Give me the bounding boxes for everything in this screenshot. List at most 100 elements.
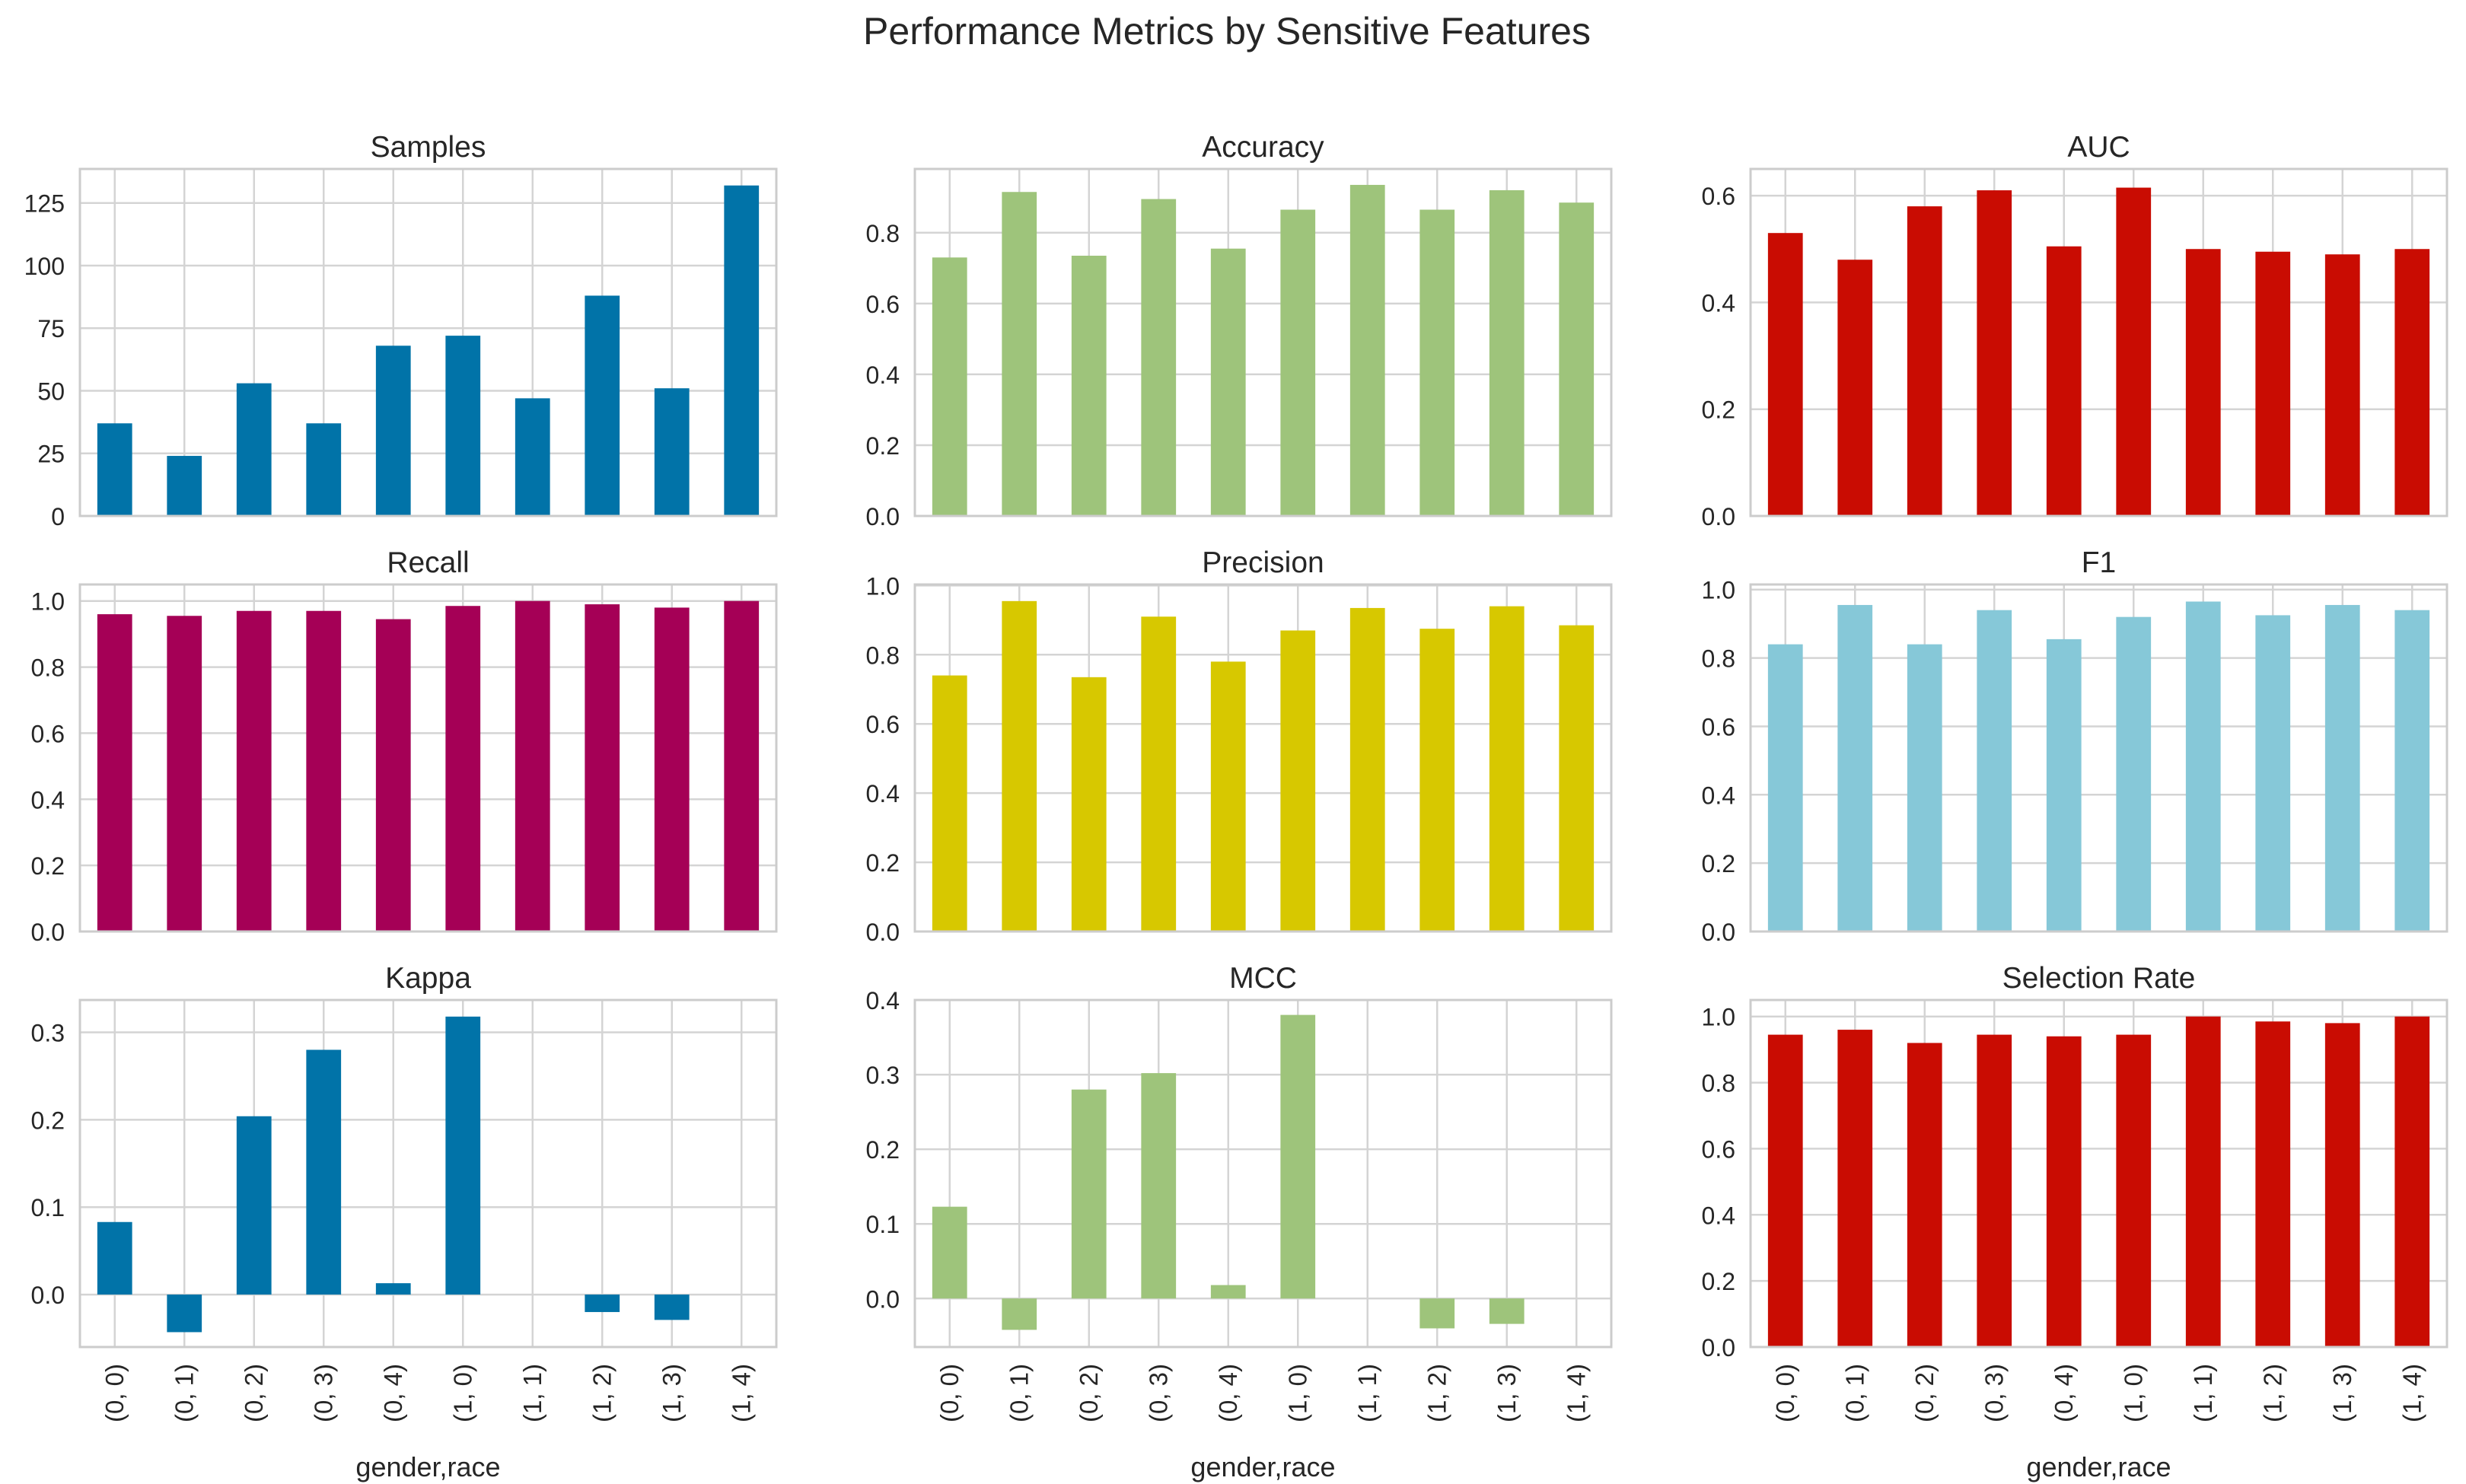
y-tick-label: 0.0 bbox=[1702, 1334, 1735, 1361]
axes-frame bbox=[913, 998, 1613, 1349]
x-tick-label: (1, 4) bbox=[2398, 1364, 2426, 1422]
bar-mcc-3 bbox=[1141, 1073, 1177, 1299]
y-tick-label: 0.2 bbox=[1702, 850, 1735, 877]
x-tick-label: (1, 4) bbox=[1562, 1364, 1590, 1422]
axes-frame bbox=[1749, 583, 2448, 933]
subplot-title: Precision bbox=[1202, 546, 1324, 579]
bar-kappa-0 bbox=[97, 1221, 132, 1295]
y-tick-label: 0.8 bbox=[31, 654, 65, 682]
x-tick-label: (0, 1) bbox=[170, 1364, 198, 1422]
y-tick-label: 125 bbox=[24, 190, 65, 218]
bar-precision-3 bbox=[1141, 616, 1177, 931]
axes-frame bbox=[1749, 998, 2448, 1349]
x-tick-label: (0, 4) bbox=[1214, 1364, 1242, 1422]
bar-mcc-8 bbox=[1489, 1298, 1525, 1324]
x-tick-label: (1, 3) bbox=[2328, 1364, 2356, 1422]
bar-recall-8 bbox=[654, 607, 690, 931]
y-tick-label: 0.6 bbox=[1702, 183, 1735, 210]
bar-auc-2 bbox=[1907, 206, 1942, 516]
x-tick-label: (0, 3) bbox=[1144, 1364, 1172, 1422]
axes-frame bbox=[78, 167, 778, 517]
x-tick-label: (1, 0) bbox=[2119, 1364, 2147, 1422]
bar-kappa-5 bbox=[445, 1016, 481, 1295]
bar-precision-8 bbox=[1489, 606, 1525, 931]
bar-f1-8 bbox=[2324, 604, 2360, 931]
bar-kappa-3 bbox=[306, 1049, 342, 1295]
y-tick-label: 0.0 bbox=[31, 1282, 65, 1309]
bar-accuracy-9 bbox=[1559, 202, 1595, 516]
subplot-grid: 0 25 50 75 100 125 Samples 0.0 0.2 0.4 0.6 0.8 Accur… bbox=[24, 131, 2448, 1482]
y-tick-label: 1.0 bbox=[31, 588, 65, 616]
bar-auc-9 bbox=[2394, 249, 2430, 516]
x-tick-label: (1, 1) bbox=[1353, 1364, 1381, 1422]
bar-selection-rate-2 bbox=[1907, 1043, 1942, 1347]
bar-recall-7 bbox=[585, 604, 620, 931]
x-tick-label: (0, 2) bbox=[240, 1364, 268, 1422]
y-tick-label: 0.2 bbox=[866, 432, 900, 460]
axes-frame bbox=[913, 583, 1613, 933]
bar-mcc-0 bbox=[932, 1206, 967, 1299]
bar-samples-9 bbox=[724, 185, 760, 516]
subplot-title: Kappa bbox=[385, 962, 471, 995]
y-tick-label: 1.0 bbox=[1702, 577, 1735, 604]
y-tick-label: 0.0 bbox=[866, 919, 900, 946]
subplot-mcc: 0.0 0.1 0.2 0.3 0.4 MCC (0, 0) (0, 1) (0, 2) (0, … bbox=[866, 962, 1613, 1482]
subplot-title: Recall bbox=[387, 546, 469, 579]
y-tick-label: 0.6 bbox=[1702, 1135, 1735, 1163]
bar-recall-4 bbox=[375, 619, 411, 931]
subplot-title: Selection Rate bbox=[2002, 962, 2196, 995]
bar-recall-5 bbox=[445, 606, 481, 931]
y-tick-label: 0.1 bbox=[866, 1211, 900, 1238]
bar-selection-rate-1 bbox=[1837, 1030, 1873, 1347]
x-tick-label: (0, 2) bbox=[1910, 1364, 1939, 1422]
y-tick-label: 0.0 bbox=[866, 1285, 900, 1313]
y-tick-label: 0.2 bbox=[866, 849, 900, 877]
bar-precision-4 bbox=[1210, 661, 1246, 931]
bar-precision-2 bbox=[1071, 677, 1107, 931]
bar-auc-8 bbox=[2324, 254, 2360, 516]
bar-accuracy-2 bbox=[1071, 256, 1107, 516]
bar-recall-6 bbox=[515, 600, 550, 931]
x-tick-label: (1, 2) bbox=[588, 1364, 616, 1422]
bar-auc-0 bbox=[1767, 233, 1803, 516]
y-tick-label: 0.0 bbox=[31, 919, 65, 946]
bar-f1-9 bbox=[2394, 610, 2430, 931]
y-tick-label: 50 bbox=[37, 377, 65, 405]
x-tick-label: (1, 1) bbox=[2189, 1364, 2217, 1422]
bar-accuracy-0 bbox=[932, 257, 967, 516]
y-tick-label: 0.2 bbox=[1702, 396, 1735, 424]
bar-selection-rate-3 bbox=[1977, 1034, 2012, 1347]
bar-recall-3 bbox=[306, 610, 342, 931]
bar-selection-rate-9 bbox=[2394, 1016, 2430, 1347]
figure-title: Performance Metrics by Sensitive Feature… bbox=[863, 10, 1591, 53]
y-tick-label: 0.0 bbox=[866, 503, 900, 530]
bar-accuracy-5 bbox=[1280, 209, 1316, 516]
bar-precision-9 bbox=[1559, 625, 1595, 931]
y-tick-label: 0.8 bbox=[866, 642, 900, 669]
bar-selection-rate-0 bbox=[1767, 1034, 1803, 1347]
subplot-samples: 0 25 50 75 100 125 Samples bbox=[24, 131, 778, 530]
bar-samples-1 bbox=[167, 456, 202, 516]
y-tick-label: 1.0 bbox=[1702, 1004, 1735, 1031]
bar-selection-rate-5 bbox=[2116, 1034, 2152, 1347]
bar-accuracy-6 bbox=[1349, 184, 1385, 516]
bar-accuracy-4 bbox=[1210, 248, 1246, 516]
y-tick-label: 0.4 bbox=[1702, 782, 1735, 809]
bar-selection-rate-6 bbox=[2185, 1016, 2221, 1347]
x-tick-label: (0, 1) bbox=[1005, 1364, 1033, 1422]
y-tick-label: 0.0 bbox=[1702, 919, 1735, 946]
axes-frame bbox=[78, 583, 778, 933]
bar-recall-9 bbox=[724, 600, 760, 931]
bar-accuracy-8 bbox=[1489, 189, 1525, 516]
axes-frame bbox=[78, 998, 778, 1349]
x-axis-label: gender,race bbox=[355, 1451, 500, 1482]
bar-samples-4 bbox=[375, 346, 411, 516]
bar-recall-0 bbox=[97, 614, 132, 931]
subplot-f1: 0.0 0.2 0.4 0.6 0.8 1.0 F1 bbox=[1702, 546, 2448, 946]
bar-mcc-1 bbox=[1002, 1298, 1037, 1330]
y-tick-label: 0.6 bbox=[866, 291, 900, 318]
bar-samples-6 bbox=[515, 398, 550, 516]
y-tick-label: 0.0 bbox=[1702, 503, 1735, 530]
x-tick-label: (0, 0) bbox=[100, 1364, 129, 1422]
y-tick-label: 0.4 bbox=[1702, 1202, 1735, 1229]
